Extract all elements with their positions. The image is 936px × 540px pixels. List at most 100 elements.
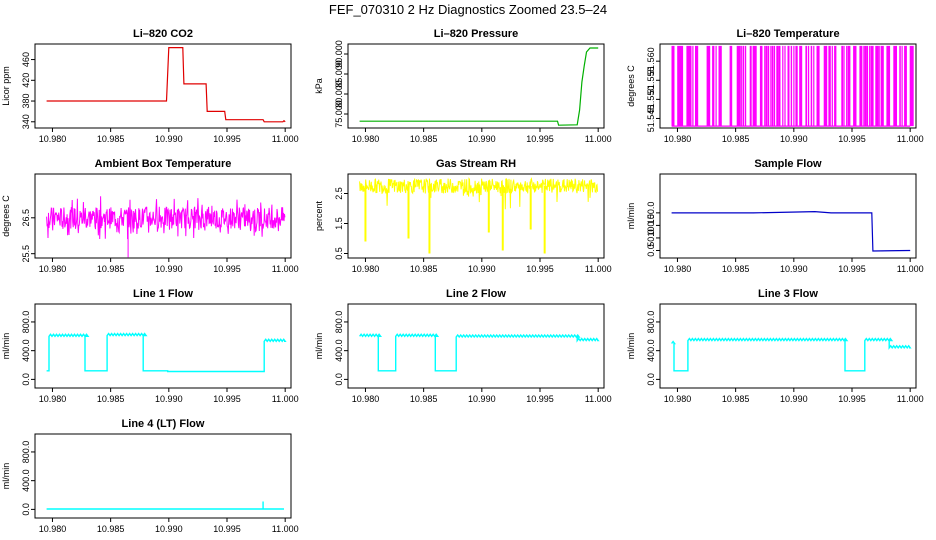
x-tick-label: 10.980 [664, 394, 692, 404]
panel-title: Ambient Box Temperature [95, 158, 232, 170]
panel-title: Gas Stream RH [436, 158, 516, 170]
y-tick-label: 51.560 [646, 47, 656, 75]
x-tick-label: 10.980 [352, 264, 380, 274]
x-tick-label: 11.000 [585, 394, 612, 404]
panel-2: Li–820 Pressure 10.980 10.985 10.990 10.995 1… [314, 28, 612, 144]
y-axis-label: degrees C [1, 195, 11, 237]
series-group [359, 177, 599, 254]
series-group [46, 47, 286, 123]
y-tick-label: 800.0 [646, 311, 656, 334]
x-tick-label: 10.985 [97, 524, 125, 534]
panel-8: Line 2 Flow 10.980 10.985 10.990 10.995 11.00… [314, 288, 612, 404]
x-tick-label: 10.980 [352, 394, 380, 404]
series-group [671, 45, 914, 127]
x-tick-label: 11.000 [897, 394, 924, 404]
series-group [359, 333, 600, 372]
y-axis-label: ml/min [1, 463, 11, 490]
panel-title: Line 4 (LT) Flow [122, 418, 205, 430]
y-tick-label: 380 [21, 94, 31, 109]
x-tick-label: 10.990 [155, 264, 183, 274]
panel-6: Sample Flow 10.980 10.985 10.990 10.995 11.00… [626, 158, 924, 274]
series-line [671, 45, 914, 127]
y-tick-label: 0.0 [646, 244, 656, 257]
x-tick-label: 10.985 [97, 394, 125, 404]
plot-frame [659, 43, 917, 129]
x-tick-label: 10.995 [213, 394, 241, 404]
x-tick-label: 10.990 [780, 394, 808, 404]
x-tick-label: 11.000 [272, 264, 299, 274]
plot-frame [659, 173, 917, 259]
y-axis-label: ml/min [626, 203, 636, 230]
plot-frame [34, 43, 292, 129]
y-axis-label: percent [314, 200, 324, 231]
panel-7: Line 1 Flow 10.980 10.985 10.990 10.995 11.00… [1, 288, 299, 404]
y-tick-label: 800.0 [334, 311, 344, 334]
y-tick-label: 90.000 [334, 40, 344, 68]
y-axis-label: kPa [314, 78, 324, 94]
x-tick-label: 10.980 [39, 524, 67, 534]
y-tick-label: 0.0 [21, 373, 31, 386]
y-tick-label: 50.0 [646, 229, 656, 247]
panel-1: Li–820 CO2 10.980 10.985 10.990 10.995 11.000… [1, 28, 299, 144]
x-tick-label: 10.985 [97, 264, 125, 274]
x-tick-label: 10.990 [780, 134, 808, 144]
y-tick-label: 0.0 [334, 373, 344, 386]
x-tick-label: 11.000 [272, 524, 299, 534]
x-tick-label: 10.985 [722, 394, 750, 404]
x-tick-label: 10.980 [39, 134, 67, 144]
y-tick-label: 25.5 [21, 245, 31, 263]
plot-frame [34, 173, 292, 259]
x-tick-label: 10.985 [410, 264, 438, 274]
x-tick-label: 11.000 [585, 264, 612, 274]
plot-frame [347, 173, 605, 259]
panel-10: Line 4 (LT) Flow 10.980 10.985 10.990 10.995… [1, 418, 299, 534]
series-line [359, 333, 600, 372]
y-tick-label: 400.0 [646, 339, 656, 362]
figure-title: FEF_070310 2 Hz Diagnostics Zoomed 23.5–… [328, 2, 608, 17]
panel-title: Sample Flow [754, 158, 822, 170]
y-tick-label: 0.0 [646, 373, 656, 386]
panel-title: Line 1 Flow [133, 288, 193, 300]
y-tick-label: 80.000 [334, 80, 344, 108]
x-tick-label: 10.990 [155, 394, 183, 404]
panel-5: Gas Stream RH 10.980 10.985 10.990 10.995 11.… [314, 158, 612, 274]
series-group [46, 332, 287, 373]
series-line [46, 47, 286, 123]
series-line [359, 47, 599, 126]
x-tick-label: 10.995 [526, 394, 554, 404]
series-group [671, 210, 911, 252]
x-tick-label: 10.980 [664, 134, 692, 144]
series-line [671, 210, 911, 252]
y-tick-label: 26.5 [21, 209, 31, 227]
series-line [359, 177, 599, 210]
y-tick-label: 340 [21, 114, 31, 129]
panel-title: Li–820 Temperature [736, 28, 839, 40]
x-tick-label: 11.000 [272, 394, 299, 404]
x-tick-label: 11.000 [585, 134, 612, 144]
x-tick-label: 10.985 [722, 134, 750, 144]
panel-title: Line 3 Flow [758, 288, 818, 300]
y-axis-label: ml/min [626, 333, 636, 360]
plot-frame [347, 303, 605, 389]
x-tick-label: 10.995 [838, 394, 866, 404]
series-group [46, 501, 284, 510]
y-axis-label: ml/min [1, 333, 11, 360]
y-tick-label: 400.0 [334, 339, 344, 362]
panel-9: Line 3 Flow 10.980 10.985 10.990 10.995 11.00… [626, 288, 924, 404]
series-group [46, 196, 286, 258]
y-tick-label: 0.0 [21, 503, 31, 516]
x-tick-label: 10.990 [780, 264, 808, 274]
series-group [671, 337, 912, 372]
y-tick-label: 150.0 [646, 202, 656, 225]
series-line [46, 196, 286, 240]
panel-title: Li–820 CO2 [133, 28, 193, 40]
y-tick-label: 460 [21, 52, 31, 67]
y-tick-label: 51.545 [646, 105, 656, 133]
x-tick-label: 10.995 [213, 524, 241, 534]
x-tick-label: 10.995 [838, 264, 866, 274]
y-tick-label: 100.0 [646, 214, 656, 237]
series-group [359, 47, 599, 126]
plot-frame [659, 303, 917, 389]
y-tick-label: 420 [21, 73, 31, 88]
